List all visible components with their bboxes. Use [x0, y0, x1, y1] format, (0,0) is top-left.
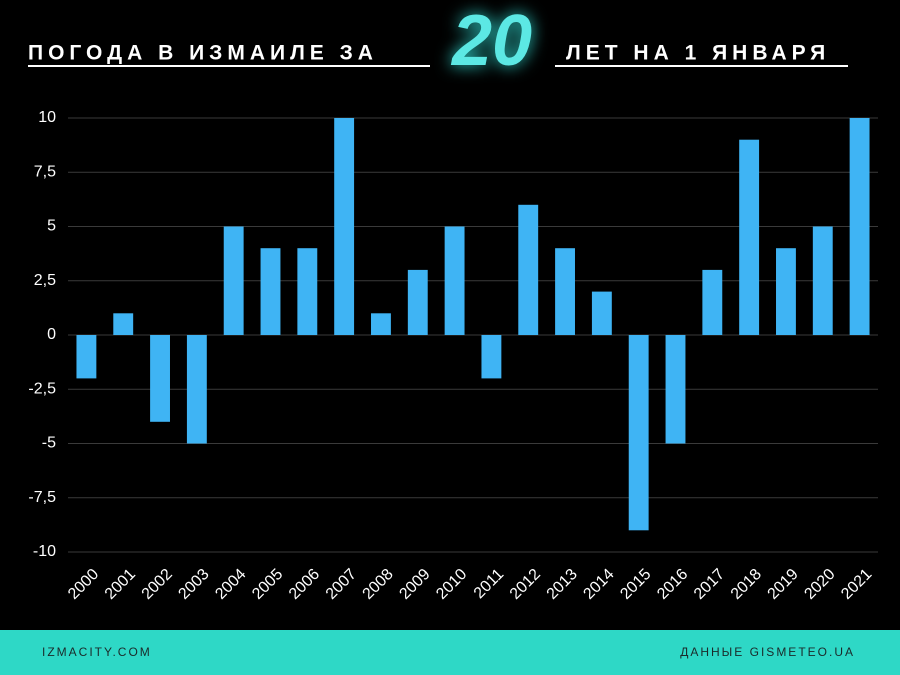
- bar: [150, 335, 170, 422]
- bar: [223, 226, 244, 335]
- bar: [812, 226, 833, 335]
- y-tick-label: 10: [38, 109, 56, 126]
- bar: [849, 118, 870, 335]
- y-tick-label: -10: [33, 543, 56, 560]
- bar: [260, 248, 281, 335]
- bar: [702, 269, 723, 335]
- bar: [481, 335, 502, 379]
- footer-band: [0, 630, 900, 675]
- bar: [113, 313, 134, 335]
- y-tick-label: 7,5: [34, 163, 56, 180]
- bar: [371, 313, 391, 335]
- bar: [665, 335, 686, 444]
- bar: [297, 248, 318, 335]
- bar: [518, 204, 539, 335]
- chart-title: ПОГОДА В ИЗМАИЛЕ ЗА: [28, 42, 378, 65]
- y-tick-label: -2,5: [28, 380, 56, 397]
- bar: [444, 226, 465, 335]
- y-tick-label: -5: [42, 435, 56, 452]
- y-tick-label: 5: [47, 218, 56, 235]
- chart-title: ЛЕТ НА 1 ЯНВАРЯ: [566, 42, 830, 65]
- bar: [776, 248, 796, 335]
- footer-left: IZMACITY.COM: [42, 645, 152, 659]
- bar: [407, 269, 428, 335]
- bar: [76, 335, 97, 379]
- chart-title-number: 20: [450, 1, 532, 81]
- bar: [334, 118, 355, 335]
- bar: [739, 139, 760, 335]
- y-tick-label: 2,5: [34, 272, 56, 289]
- bar: [555, 248, 575, 335]
- footer-right: ДАННЫЕ GISMETEO.UA: [680, 645, 855, 659]
- y-tick-label: -7,5: [28, 489, 56, 506]
- bar: [591, 291, 612, 335]
- bar: [628, 335, 649, 531]
- bar: [186, 335, 207, 444]
- y-tick-label: 0: [47, 326, 56, 343]
